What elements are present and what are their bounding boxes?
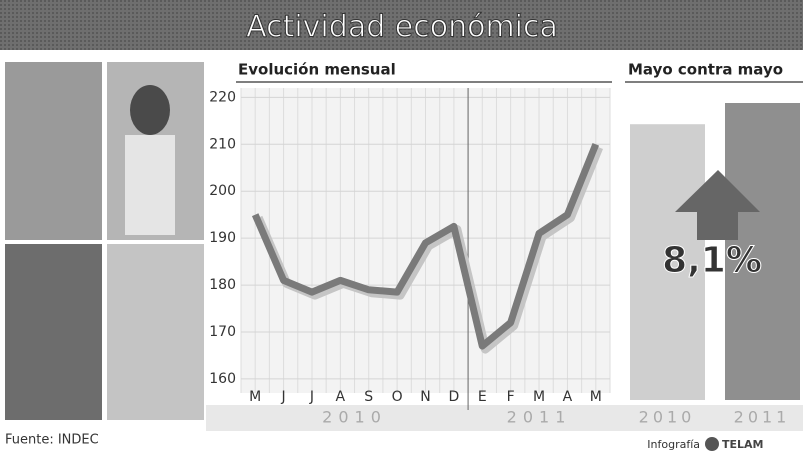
- chart-title: Mayo contra mayo: [628, 61, 783, 79]
- x-tick-label: F: [507, 389, 515, 405]
- page-title: Actividad económica: [246, 10, 558, 45]
- x-tick-label: S: [364, 389, 373, 405]
- y-tick-label: 220: [209, 89, 236, 105]
- y-tick-label: 200: [209, 183, 236, 199]
- source: Fuente: INDEC: [5, 433, 99, 448]
- y-tick-label: 210: [209, 136, 236, 152]
- year-label: 2010: [322, 408, 387, 427]
- photos: [5, 62, 204, 420]
- x-tick-label: M: [533, 389, 545, 405]
- x-tick-label: J: [309, 389, 314, 405]
- year-strip: [206, 405, 803, 431]
- year-label: 2011: [507, 408, 572, 427]
- x-tick-label: M: [249, 389, 261, 405]
- y-tick-label: 160: [209, 371, 236, 387]
- agency: TELAM: [722, 438, 764, 451]
- x-tick-label: D: [448, 389, 459, 405]
- logo: [705, 437, 719, 451]
- x-tick-label: J: [281, 389, 286, 405]
- infographic: Actividad económica Fuente: INDEC Infogr…: [0, 0, 803, 455]
- x-tick-label: E: [478, 389, 487, 405]
- x-tick-label: 2011: [734, 408, 791, 427]
- chart-title: Evolución mensual: [238, 61, 396, 79]
- x-tick-label: A: [336, 389, 346, 405]
- y-tick-label: 180: [209, 277, 236, 293]
- x-tick-label: M: [590, 389, 602, 405]
- x-tick-label: 2010: [639, 408, 696, 427]
- credit: Infografía: [647, 438, 700, 451]
- x-tick-label: A: [563, 389, 573, 405]
- change-annotation: 8,1%: [662, 240, 762, 281]
- x-tick-label: O: [392, 389, 403, 405]
- y-tick-label: 190: [209, 230, 236, 246]
- x-tick-label: N: [420, 389, 430, 405]
- y-tick-label: 170: [209, 324, 236, 340]
